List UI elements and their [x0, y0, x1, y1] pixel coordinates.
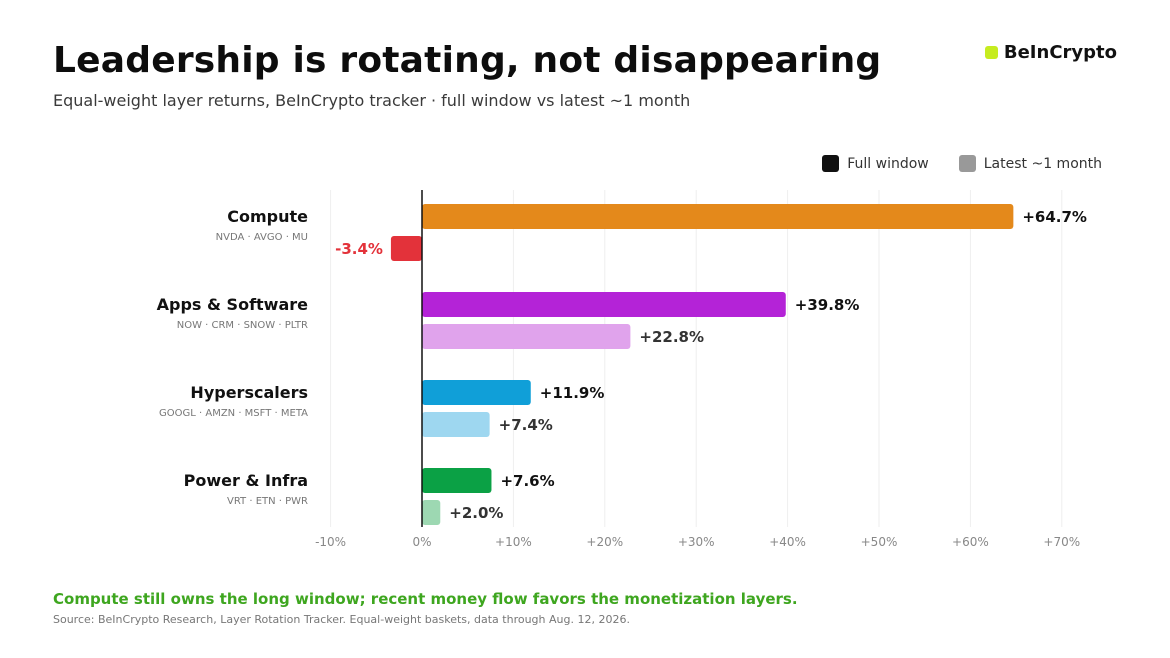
legend-label-latest-month: Latest ~1 month	[983, 155, 1102, 172]
chart-takeaway: Compute still owns the long window; rece…	[53, 590, 798, 608]
x-tick-label: -10%	[315, 535, 346, 549]
chart-legend: Full window Latest ~1 month	[822, 155, 1102, 172]
bar	[422, 204, 1014, 229]
data-label: +11.9%	[540, 384, 605, 402]
category-tickers: GOOGL · AMZN · MSFT · META	[159, 408, 308, 419]
category-label: Compute	[227, 207, 308, 226]
x-tick-label: +40%	[769, 535, 806, 549]
category-label: Apps & Software	[157, 295, 309, 314]
bar	[422, 380, 531, 405]
legend-swatch-latest-month	[958, 155, 976, 172]
bar	[422, 412, 490, 437]
chart-title: Leadership is rotating, not disappearing	[53, 40, 882, 81]
brand-logo: BeInCrypto	[984, 42, 1117, 63]
x-tick-label: +60%	[952, 535, 989, 549]
x-tick-label: +10%	[495, 535, 532, 549]
bar	[422, 292, 786, 317]
category-tickers: NVDA · AVGO · MU	[216, 232, 308, 243]
data-label: -3.4%	[335, 240, 383, 258]
x-tick-label: +20%	[586, 535, 623, 549]
data-label: +2.0%	[449, 504, 503, 522]
chart-source-note: Source: BeInCrypto Research, Layer Rotat…	[53, 613, 630, 626]
data-label: +39.8%	[795, 296, 860, 314]
legend-swatch-full-window	[822, 155, 840, 172]
data-label: +7.6%	[500, 472, 554, 490]
legend-item-full-window: Full window	[822, 155, 929, 172]
x-tick-label: +50%	[861, 535, 898, 549]
legend-item-latest-month: Latest ~1 month	[958, 155, 1102, 172]
legend-label-full-window: Full window	[847, 155, 929, 172]
bar	[390, 236, 422, 261]
brand-mark-icon	[984, 46, 998, 59]
bar	[422, 324, 631, 349]
bar	[422, 468, 492, 493]
category-tickers: VRT · ETN · PWR	[227, 496, 308, 507]
data-label: +22.8%	[639, 328, 704, 346]
category-label: Hyperscalers	[190, 383, 308, 402]
brand-name: BeInCrypto	[1003, 42, 1117, 63]
bar	[422, 500, 441, 525]
x-tick-label: +30%	[678, 535, 715, 549]
x-tick-label: +70%	[1043, 535, 1080, 549]
x-tick-label: 0%	[412, 535, 431, 549]
category-tickers: NOW · CRM · SNOW · PLTR	[177, 320, 308, 331]
category-label: Power & Infra	[184, 471, 308, 490]
chart-subtitle: Equal-weight layer returns, BeInCrypto t…	[53, 91, 691, 110]
data-label: +7.4%	[499, 416, 553, 434]
data-label: +64.7%	[1022, 208, 1087, 226]
